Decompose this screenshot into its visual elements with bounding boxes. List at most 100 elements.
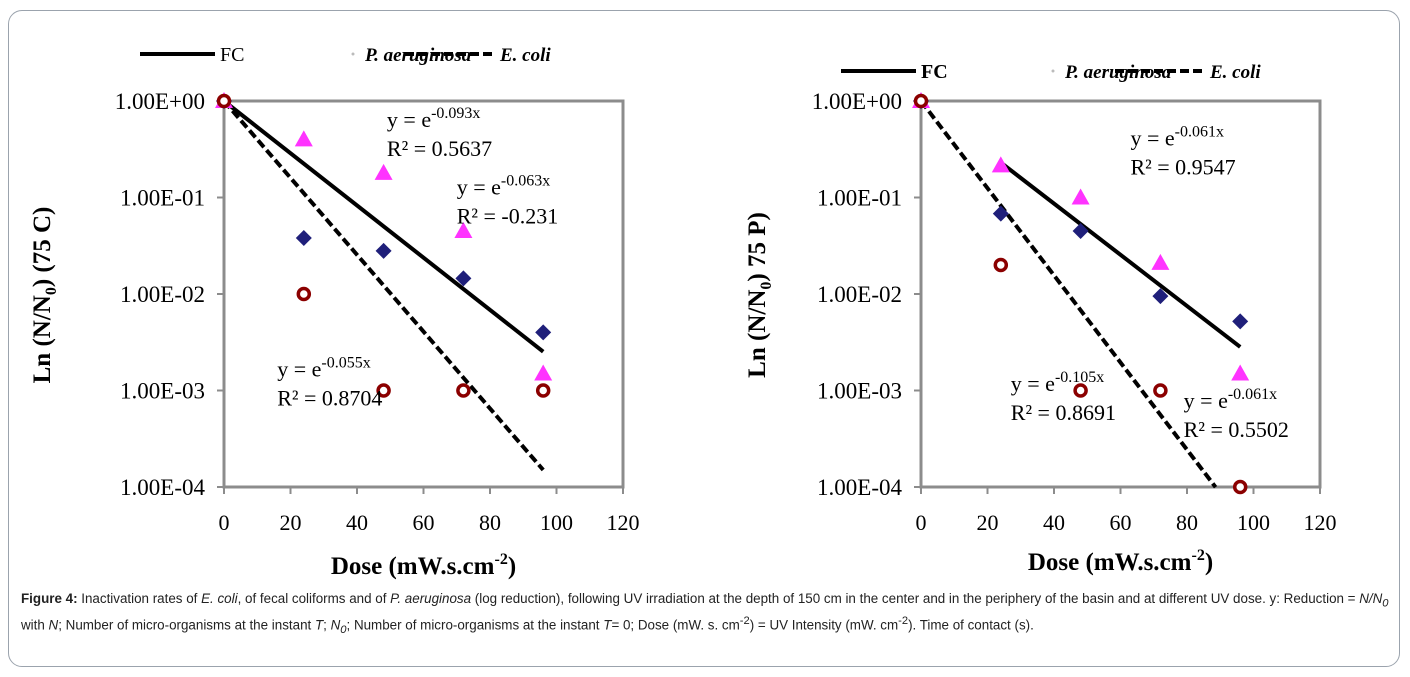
caption-text: with — [21, 617, 49, 633]
x-tick-label: 120 — [1304, 510, 1337, 535]
caption-italic: T — [603, 617, 612, 633]
figure-caption: Figure 4: Inactivation rates of E. coli,… — [21, 590, 1389, 639]
x-tick-label: 40 — [1043, 510, 1065, 535]
data-point-ec — [1073, 383, 1088, 398]
legend-label-pa: P. aeruginosa — [364, 45, 472, 66]
x-axis-label: Dose (mW.s.cm-2) — [1028, 547, 1213, 576]
y-axis-label: Ln (N/N0) 75 P) — [744, 212, 775, 378]
caption-italic: N — [48, 617, 59, 633]
caption-italic: P. aeruginosa — [390, 591, 472, 606]
caption-superscript: -2 — [739, 614, 750, 627]
caption-superscript: -2 — [898, 614, 909, 627]
caption-text: ; — [323, 617, 331, 633]
data-point-fc — [1232, 313, 1249, 330]
equation-label: y = e-0.061x — [1130, 124, 1224, 151]
x-axis-label: Dose (mW.s.cm-2) — [331, 551, 516, 580]
r2-label: R² = -0.231 — [457, 203, 559, 228]
data-point-ec — [456, 383, 471, 398]
caption-text: (log reduction), following UV irradiatio… — [471, 591, 1360, 606]
data-point-pa — [534, 364, 553, 381]
trendline-fc — [222, 99, 545, 354]
legend-label-fc: FC — [921, 61, 948, 83]
y-tick-label: 1.00E-03 — [817, 379, 902, 404]
data-point-pa — [454, 221, 473, 238]
data-point-fc — [1152, 288, 1169, 305]
data-point-ec — [993, 257, 1009, 273]
caption-label: Figure 4: — [21, 591, 78, 606]
legend-label-fc: FC — [220, 44, 244, 66]
x-tick-label: 100 — [540, 510, 573, 535]
legend-label-ec: E. coli — [1209, 62, 1261, 83]
r2-label: R² = 0.8691 — [1011, 400, 1116, 425]
trendline-fc — [999, 161, 1242, 349]
data-point-pa — [374, 163, 393, 180]
caption-text: Inactivation rates of — [77, 591, 202, 606]
caption-text: ) = UV Intensity (mW. cm — [749, 617, 899, 633]
data-point-ec — [1153, 383, 1168, 398]
data-point-fc — [1072, 222, 1089, 239]
equation-label: y = e-0.093x — [387, 105, 481, 132]
caption-italic: N — [330, 617, 341, 633]
caption-text: = 0; Dose (mW. s. cm — [611, 617, 740, 633]
x-tick-label: 60 — [413, 510, 435, 535]
y-tick-label: 1.00E-01 — [817, 186, 902, 211]
x-tick-label: 120 — [607, 510, 640, 535]
caption-text: ; Number of micro-organisms at the insta… — [346, 617, 604, 633]
equation-label: y = e-0.061x — [1184, 386, 1278, 413]
trendline-ecoli — [222, 99, 545, 472]
trendline-ecoli — [919, 99, 1218, 489]
y-tick-label: 1.00E-01 — [120, 186, 205, 211]
x-tick-label: 0 — [219, 510, 230, 535]
caption-text: ; Number of micro-organisms at the insta… — [58, 617, 315, 633]
x-tick-label: 80 — [479, 510, 501, 535]
data-point-pa — [1231, 364, 1250, 381]
data-point-ec — [913, 93, 929, 109]
y-axis-label: Ln (N/N0) (75 C) — [29, 207, 60, 384]
r2-label: R² = 0.8704 — [277, 385, 382, 410]
y-tick-label: 1.00E-02 — [817, 282, 902, 307]
data-point-fc — [295, 230, 312, 247]
legend-swatch-pa — [351, 52, 355, 56]
caption-text: ). Time of contact (s). — [908, 617, 1034, 633]
y-tick-label: 1.00E-04 — [817, 475, 902, 500]
data-point-fc — [535, 324, 552, 341]
figure-frame — [8, 10, 1400, 667]
y-tick-label: 1.00E-04 — [120, 475, 205, 500]
data-point-pa — [294, 130, 313, 147]
data-point-fc — [992, 205, 1009, 222]
r2-label: R² = 0.5637 — [387, 136, 492, 161]
y-tick-label: 1.00E+00 — [115, 89, 205, 114]
x-tick-label: 100 — [1237, 510, 1270, 535]
caption-italic: T — [314, 617, 324, 633]
legend-swatch-pa — [1051, 69, 1055, 73]
equation-label: y = e-0.105x — [1011, 369, 1105, 396]
data-point-ec — [376, 383, 391, 398]
x-tick-label: 60 — [1110, 510, 1132, 535]
equation-label: y = e-0.063x — [457, 172, 551, 199]
data-point-fc — [375, 242, 392, 259]
caption-subscript: 0 — [1382, 597, 1389, 610]
data-point-ec — [1232, 479, 1248, 495]
y-tick-label: 1.00E+00 — [812, 89, 902, 114]
data-point-ec — [535, 383, 551, 398]
x-tick-label: 20 — [977, 510, 999, 535]
caption-text: , of fecal coliforms and of — [237, 591, 391, 606]
r2-label: R² = 0.9547 — [1130, 155, 1235, 180]
equation-label: y = e-0.055x — [277, 354, 371, 381]
x-tick-label: 40 — [346, 510, 368, 535]
chart-left: 1.00E+00 1.00E-01 1.00E-02 1.00E-03 1.00E-04… — [29, 44, 640, 580]
data-point-ec — [296, 286, 312, 302]
data-point-fc — [455, 270, 472, 287]
caption-italic: N/N — [1359, 591, 1383, 606]
data-point-pa — [1151, 253, 1170, 270]
chart-right: 1.00E+00 1.00E-01 1.00E-02 1.00E-03 1.00E-04… — [744, 61, 1337, 576]
caption-subscript: 0 — [340, 623, 347, 636]
r2-label: R² = 0.5502 — [1184, 417, 1289, 442]
y-tick-label: 1.00E-03 — [120, 379, 205, 404]
caption-italic: E. coli — [201, 591, 238, 606]
y-tick-label: 1.00E-02 — [120, 282, 205, 307]
legend-label-ec: E. coli — [499, 45, 551, 66]
x-tick-label: 20 — [280, 510, 302, 535]
data-point-pa — [1071, 188, 1090, 205]
data-point-ec — [216, 93, 232, 109]
